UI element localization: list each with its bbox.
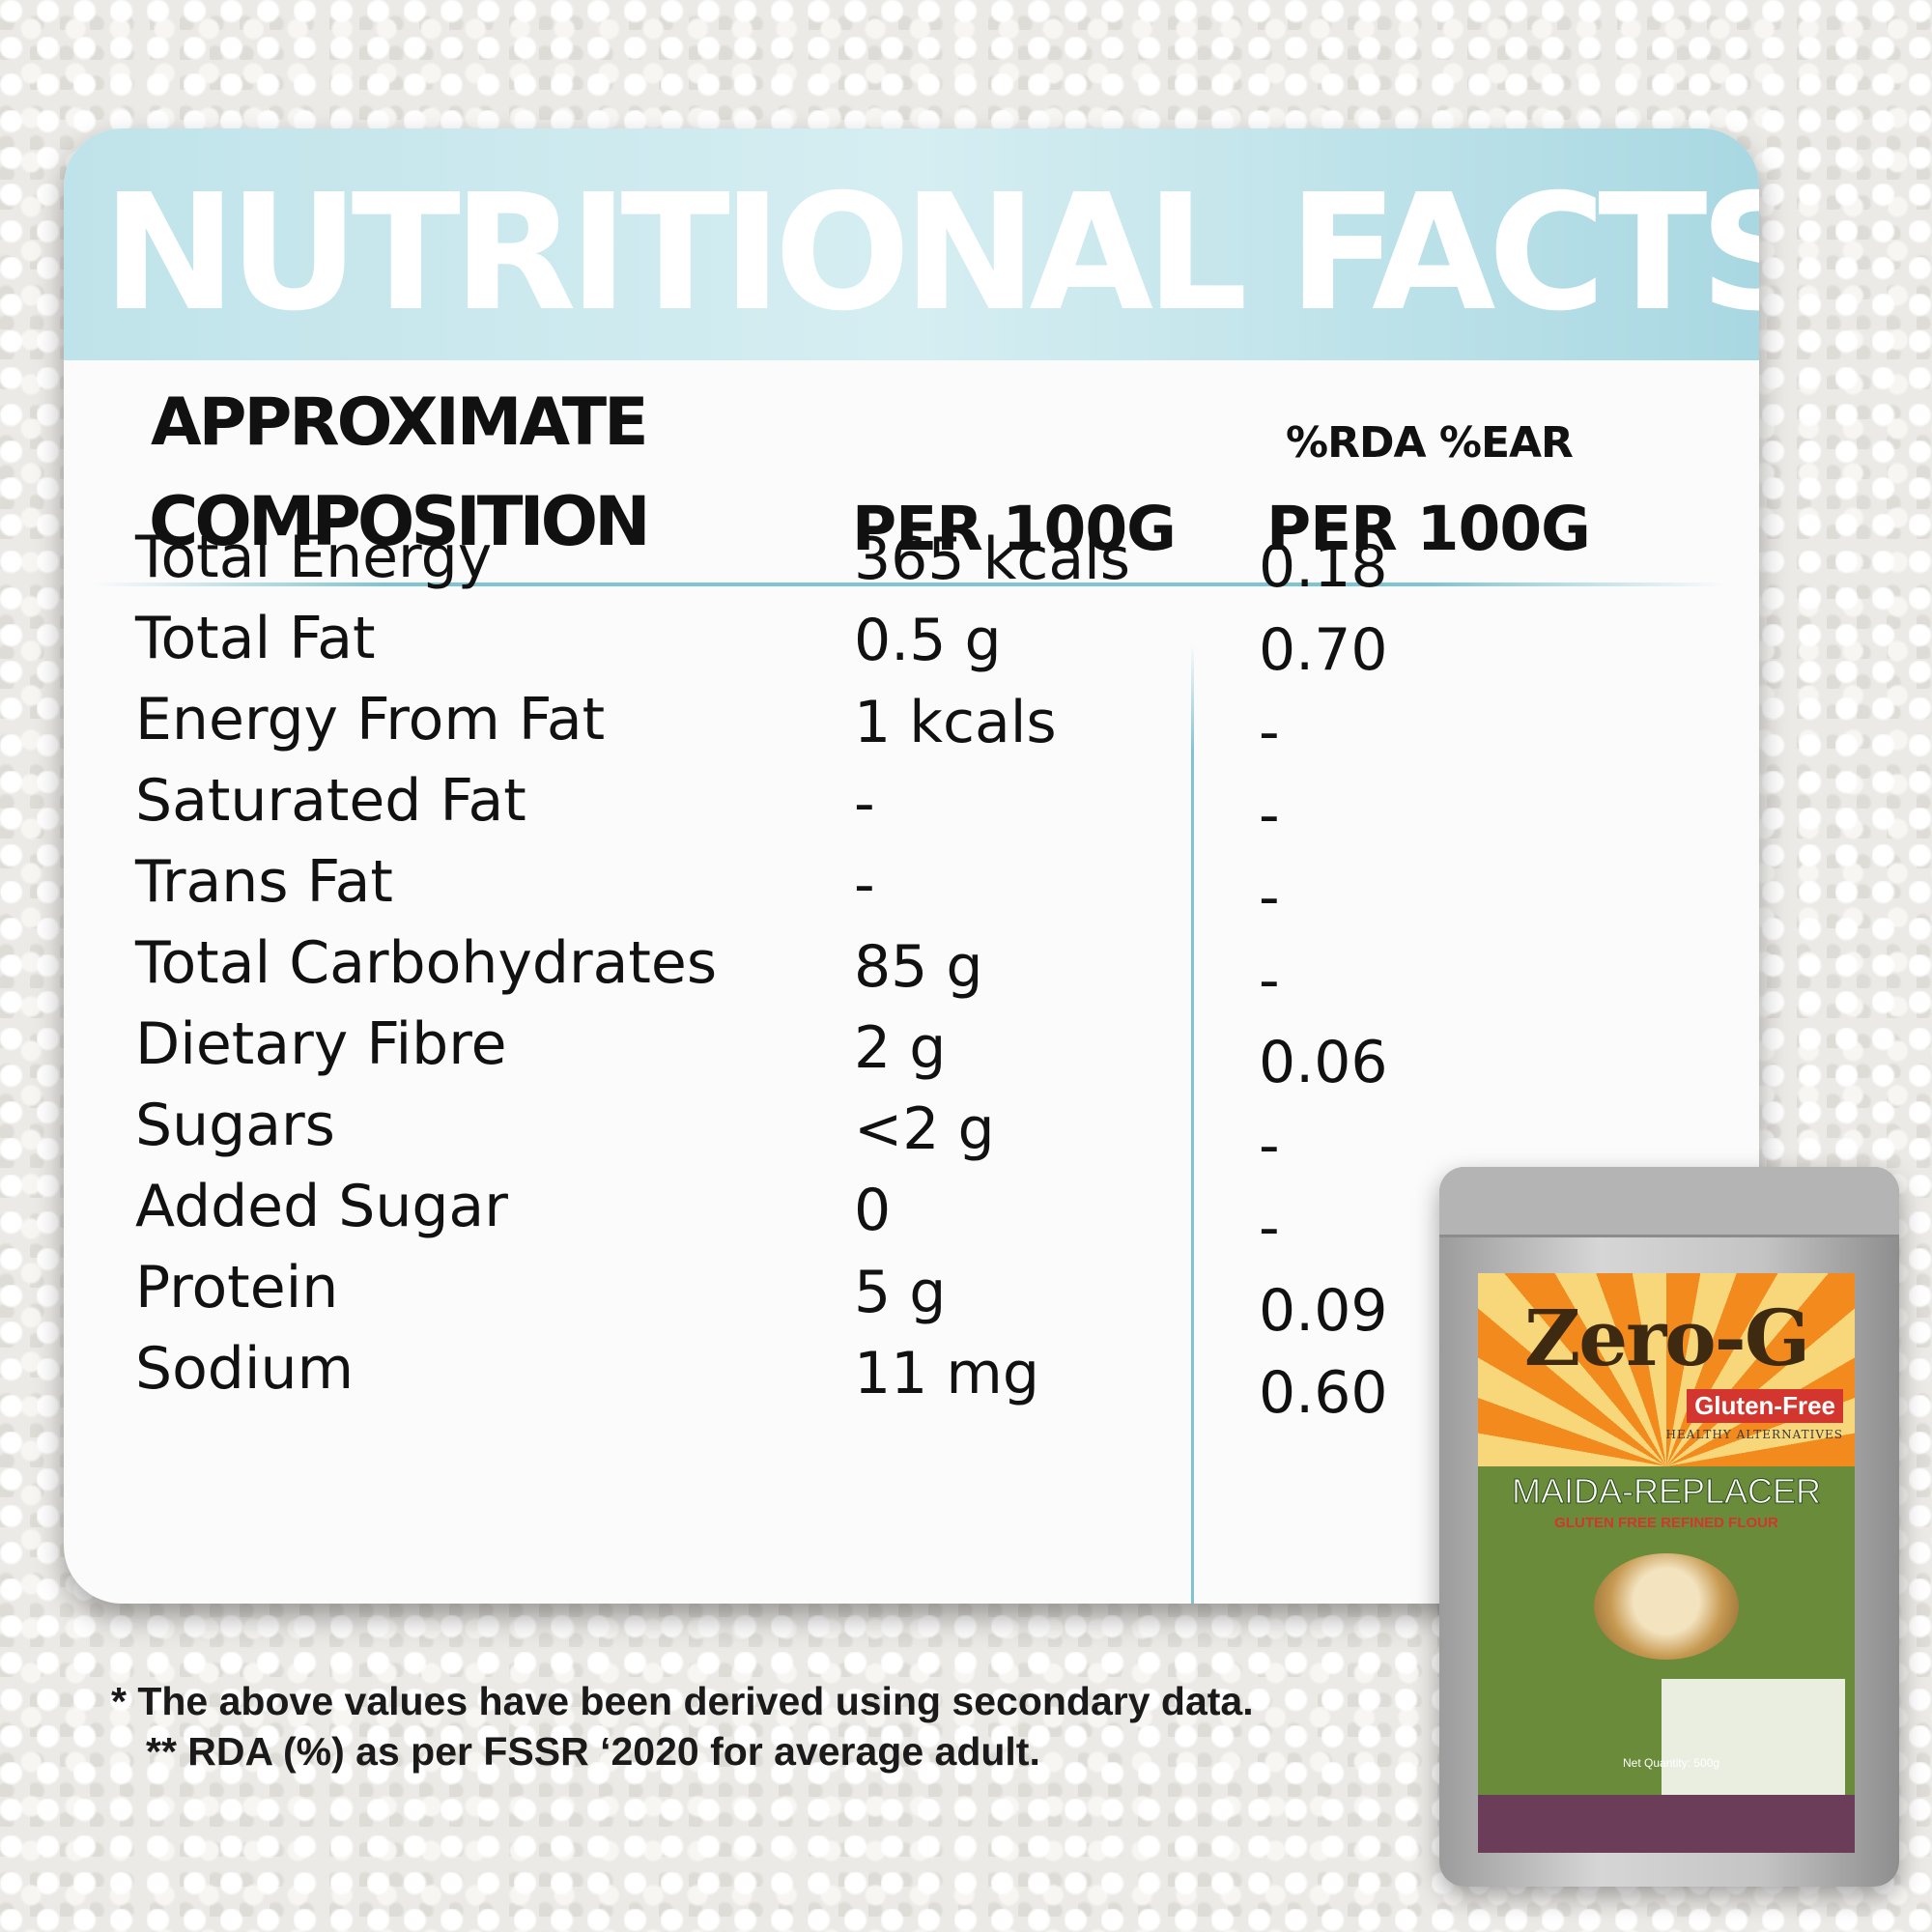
column-header-rda-per100g: PER 100G: [1266, 494, 1591, 564]
nutrient-name: Added Sugar: [135, 1173, 508, 1240]
nutrient-rda-value: 0.70: [1259, 615, 1388, 684]
nutrient-per100g-value: 5 g: [854, 1258, 947, 1326]
product-package-image: Zero-G Gluten-Free HEALTHY ALTERNATIVES …: [1439, 1167, 1899, 1887]
nutrient-rda-value: -: [1259, 1194, 1280, 1262]
column-header-rda-ear: %RDA %EAR: [1286, 418, 1574, 468]
nutrient-per100g-value: 1 kcals: [854, 688, 1057, 756]
nutrient-per100g-value: -: [854, 769, 875, 838]
package-label: Zero-G Gluten-Free HEALTHY ALTERNATIVES …: [1478, 1273, 1855, 1853]
column-header-composition-line1: APPROXIMATE: [151, 384, 649, 461]
nutrient-per100g-value: 0: [854, 1177, 892, 1245]
food-photo: [1594, 1553, 1739, 1660]
nutrient-rda-value: -: [1259, 781, 1280, 849]
nutrient-per100g-value: <2 g: [854, 1095, 995, 1164]
nutrient-per100g-value: 11 mg: [854, 1340, 1039, 1407]
sunburst-graphic: [1478, 1273, 1855, 1466]
nutrient-per100g-value: 0.5 g: [854, 607, 1002, 675]
nutrient-rda-value: 0.60: [1259, 1359, 1388, 1427]
gluten-free-badge: Gluten-Free: [1687, 1389, 1843, 1423]
footnote-secondary-data: * The above values have been derived usi…: [111, 1679, 1254, 1723]
nutrient-name: Protein: [135, 1254, 339, 1321]
nutrient-name: Total Fat: [135, 605, 376, 672]
brand-tagline: HEALTHY ALTERNATIVES: [1665, 1428, 1843, 1441]
nutrient-rda-value: -: [1259, 946, 1280, 1014]
nutrient-rda-value: -: [1259, 1111, 1280, 1179]
brand-logo: Zero-G: [1523, 1293, 1810, 1383]
page-title: NUTRITIONAL FACTS: [102, 160, 1759, 347]
package-bottom-band: [1478, 1795, 1855, 1853]
nutrient-rda-value: -: [1259, 698, 1280, 766]
package-zip-seal: [1439, 1167, 1899, 1237]
footnotes: * The above values have been derived usi…: [111, 1676, 1254, 1776]
nutrient-name: Sodium: [135, 1335, 355, 1403]
nutrient-per100g-value: 2 g: [854, 1013, 947, 1082]
header-divider: [93, 582, 1725, 586]
nutrient-name: Trans Fat: [135, 848, 393, 916]
nutrient-rda-value: -: [1259, 864, 1280, 931]
nutrient-per100g-value: -: [854, 851, 875, 920]
column-header-per100g: PER 100G: [852, 494, 1177, 564]
footnote-rda-reference: ** RDA (%) as per FSSR ‘2020 for average…: [146, 1729, 1040, 1774]
nutrient-name: Total Energy: [135, 524, 493, 591]
product-subtitle: GLUTEN FREE REFINED FLOUR: [1554, 1515, 1778, 1531]
nutrient-name: Dietary Fibre: [135, 1010, 507, 1078]
nutrient-per100g-value: 85 g: [854, 932, 983, 1001]
net-quantity: Net Quantity: 500g: [1623, 1756, 1720, 1770]
nutrient-name: Energy From Fat: [135, 686, 606, 753]
column-divider: [1191, 645, 1194, 1604]
nutrient-name: Total Carbohydrates: [135, 929, 718, 997]
nutrient-name: Sugars: [135, 1092, 335, 1159]
nutrient-rda-value: 0.18: [1259, 533, 1388, 601]
title-band: NUTRITIONAL FACTS: [64, 128, 1759, 360]
package-info-panel: [1662, 1679, 1845, 1804]
nutrition-card: NUTRITIONAL FACTS APPROXIMATE COMPOSITIO…: [64, 128, 1759, 1604]
column-header-composition-line2: COMPOSITION: [149, 482, 651, 561]
nutrient-rda-value: 0.06: [1259, 1029, 1388, 1096]
nutrient-per100g-value: 365 kcals: [854, 526, 1131, 593]
nutrient-name: Saturated Fat: [135, 767, 526, 835]
nutrient-rda-value: 0.09: [1259, 1276, 1388, 1345]
product-name: MAIDA-REPLACER: [1511, 1471, 1822, 1512]
